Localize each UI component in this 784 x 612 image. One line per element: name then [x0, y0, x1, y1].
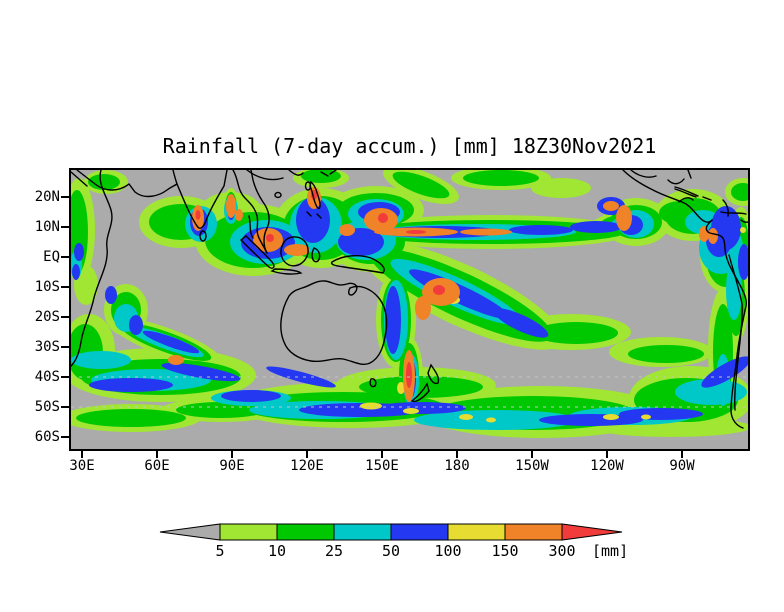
lat-label: 40S — [34, 369, 60, 385]
lon-label: 60E — [144, 458, 170, 474]
colorbar-label: 10 — [268, 542, 286, 560]
rainfall-raster — [71, 170, 748, 449]
lon-label: 30E — [69, 458, 95, 474]
colorbar-below-arrow — [159, 523, 221, 541]
lon-label: 150W — [515, 458, 549, 474]
chart-title: Rainfall (7-day accum.) [mm] 18Z30Nov202… — [162, 134, 657, 158]
colorbar-label: 50 — [382, 542, 400, 560]
lon-tick — [381, 451, 383, 458]
colorbar: 5 10 25 50 100 150 300 [mm] — [159, 523, 628, 560]
gridlines — [71, 376, 748, 408]
lon-label: 120E — [290, 458, 324, 474]
colorbar-seg-25-50 — [333, 523, 392, 541]
colorbar-seg-50-100 — [390, 523, 449, 541]
colorbar-unit: [mm] — [592, 542, 628, 560]
lon-label: 90W — [669, 458, 695, 474]
coastlines — [71, 170, 748, 429]
colorbar-label: 5 — [215, 542, 224, 560]
lon-tick — [456, 451, 458, 458]
colorbar-above-arrow — [561, 523, 623, 541]
lat-label: 60S — [34, 429, 60, 445]
lon-tick — [531, 451, 533, 458]
colorbar-label: 100 — [434, 542, 461, 560]
lon-label: 90E — [219, 458, 245, 474]
map-plot — [69, 168, 750, 451]
lat-label: 30S — [34, 339, 60, 355]
lon-label: 180 — [444, 458, 470, 474]
lon-tick — [81, 451, 83, 458]
lon-label: 150E — [365, 458, 399, 474]
colorbar-label: 25 — [325, 542, 343, 560]
lon-tick — [231, 451, 233, 458]
lat-label: 20S — [34, 309, 60, 325]
colorbar-seg-100-150 — [447, 523, 506, 541]
lat-tick — [61, 256, 69, 258]
rain-level-over-300 — [195, 190, 445, 388]
lat-tick — [61, 436, 69, 438]
lon-label: 120W — [590, 458, 624, 474]
lat-label: 50S — [34, 399, 60, 415]
lat-label: 10N — [34, 219, 60, 235]
colorbar-seg-10-25 — [276, 523, 335, 541]
lat-label: EQ — [43, 249, 60, 265]
colorbar-label: 300 — [548, 542, 575, 560]
lat-label: 20N — [34, 189, 60, 205]
lon-tick — [306, 451, 308, 458]
lat-label: 10S — [34, 279, 60, 295]
lat-tick — [61, 226, 69, 228]
lat-tick — [61, 346, 69, 348]
lat-tick — [61, 406, 69, 408]
colorbar-seg-5-10 — [219, 523, 278, 541]
lon-tick — [156, 451, 158, 458]
lat-tick — [61, 376, 69, 378]
lat-tick — [61, 196, 69, 198]
lon-tick — [681, 451, 683, 458]
lon-tick — [606, 451, 608, 458]
colorbar-seg-150-300 — [504, 523, 563, 541]
lat-tick — [61, 316, 69, 318]
colorbar-label: 150 — [491, 542, 518, 560]
lat-tick — [61, 286, 69, 288]
